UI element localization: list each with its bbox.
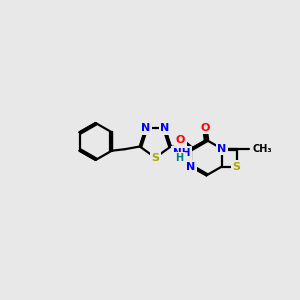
Text: O: O <box>200 123 210 133</box>
Text: N: N <box>160 123 170 134</box>
Text: CH₃: CH₃ <box>252 144 272 154</box>
Text: O: O <box>176 135 185 145</box>
Text: NH: NH <box>173 148 190 158</box>
Text: S: S <box>232 161 241 172</box>
Text: N: N <box>141 123 150 134</box>
Text: N: N <box>217 144 226 154</box>
Text: H: H <box>175 153 183 164</box>
Text: S: S <box>151 153 159 163</box>
Text: N: N <box>186 161 196 172</box>
